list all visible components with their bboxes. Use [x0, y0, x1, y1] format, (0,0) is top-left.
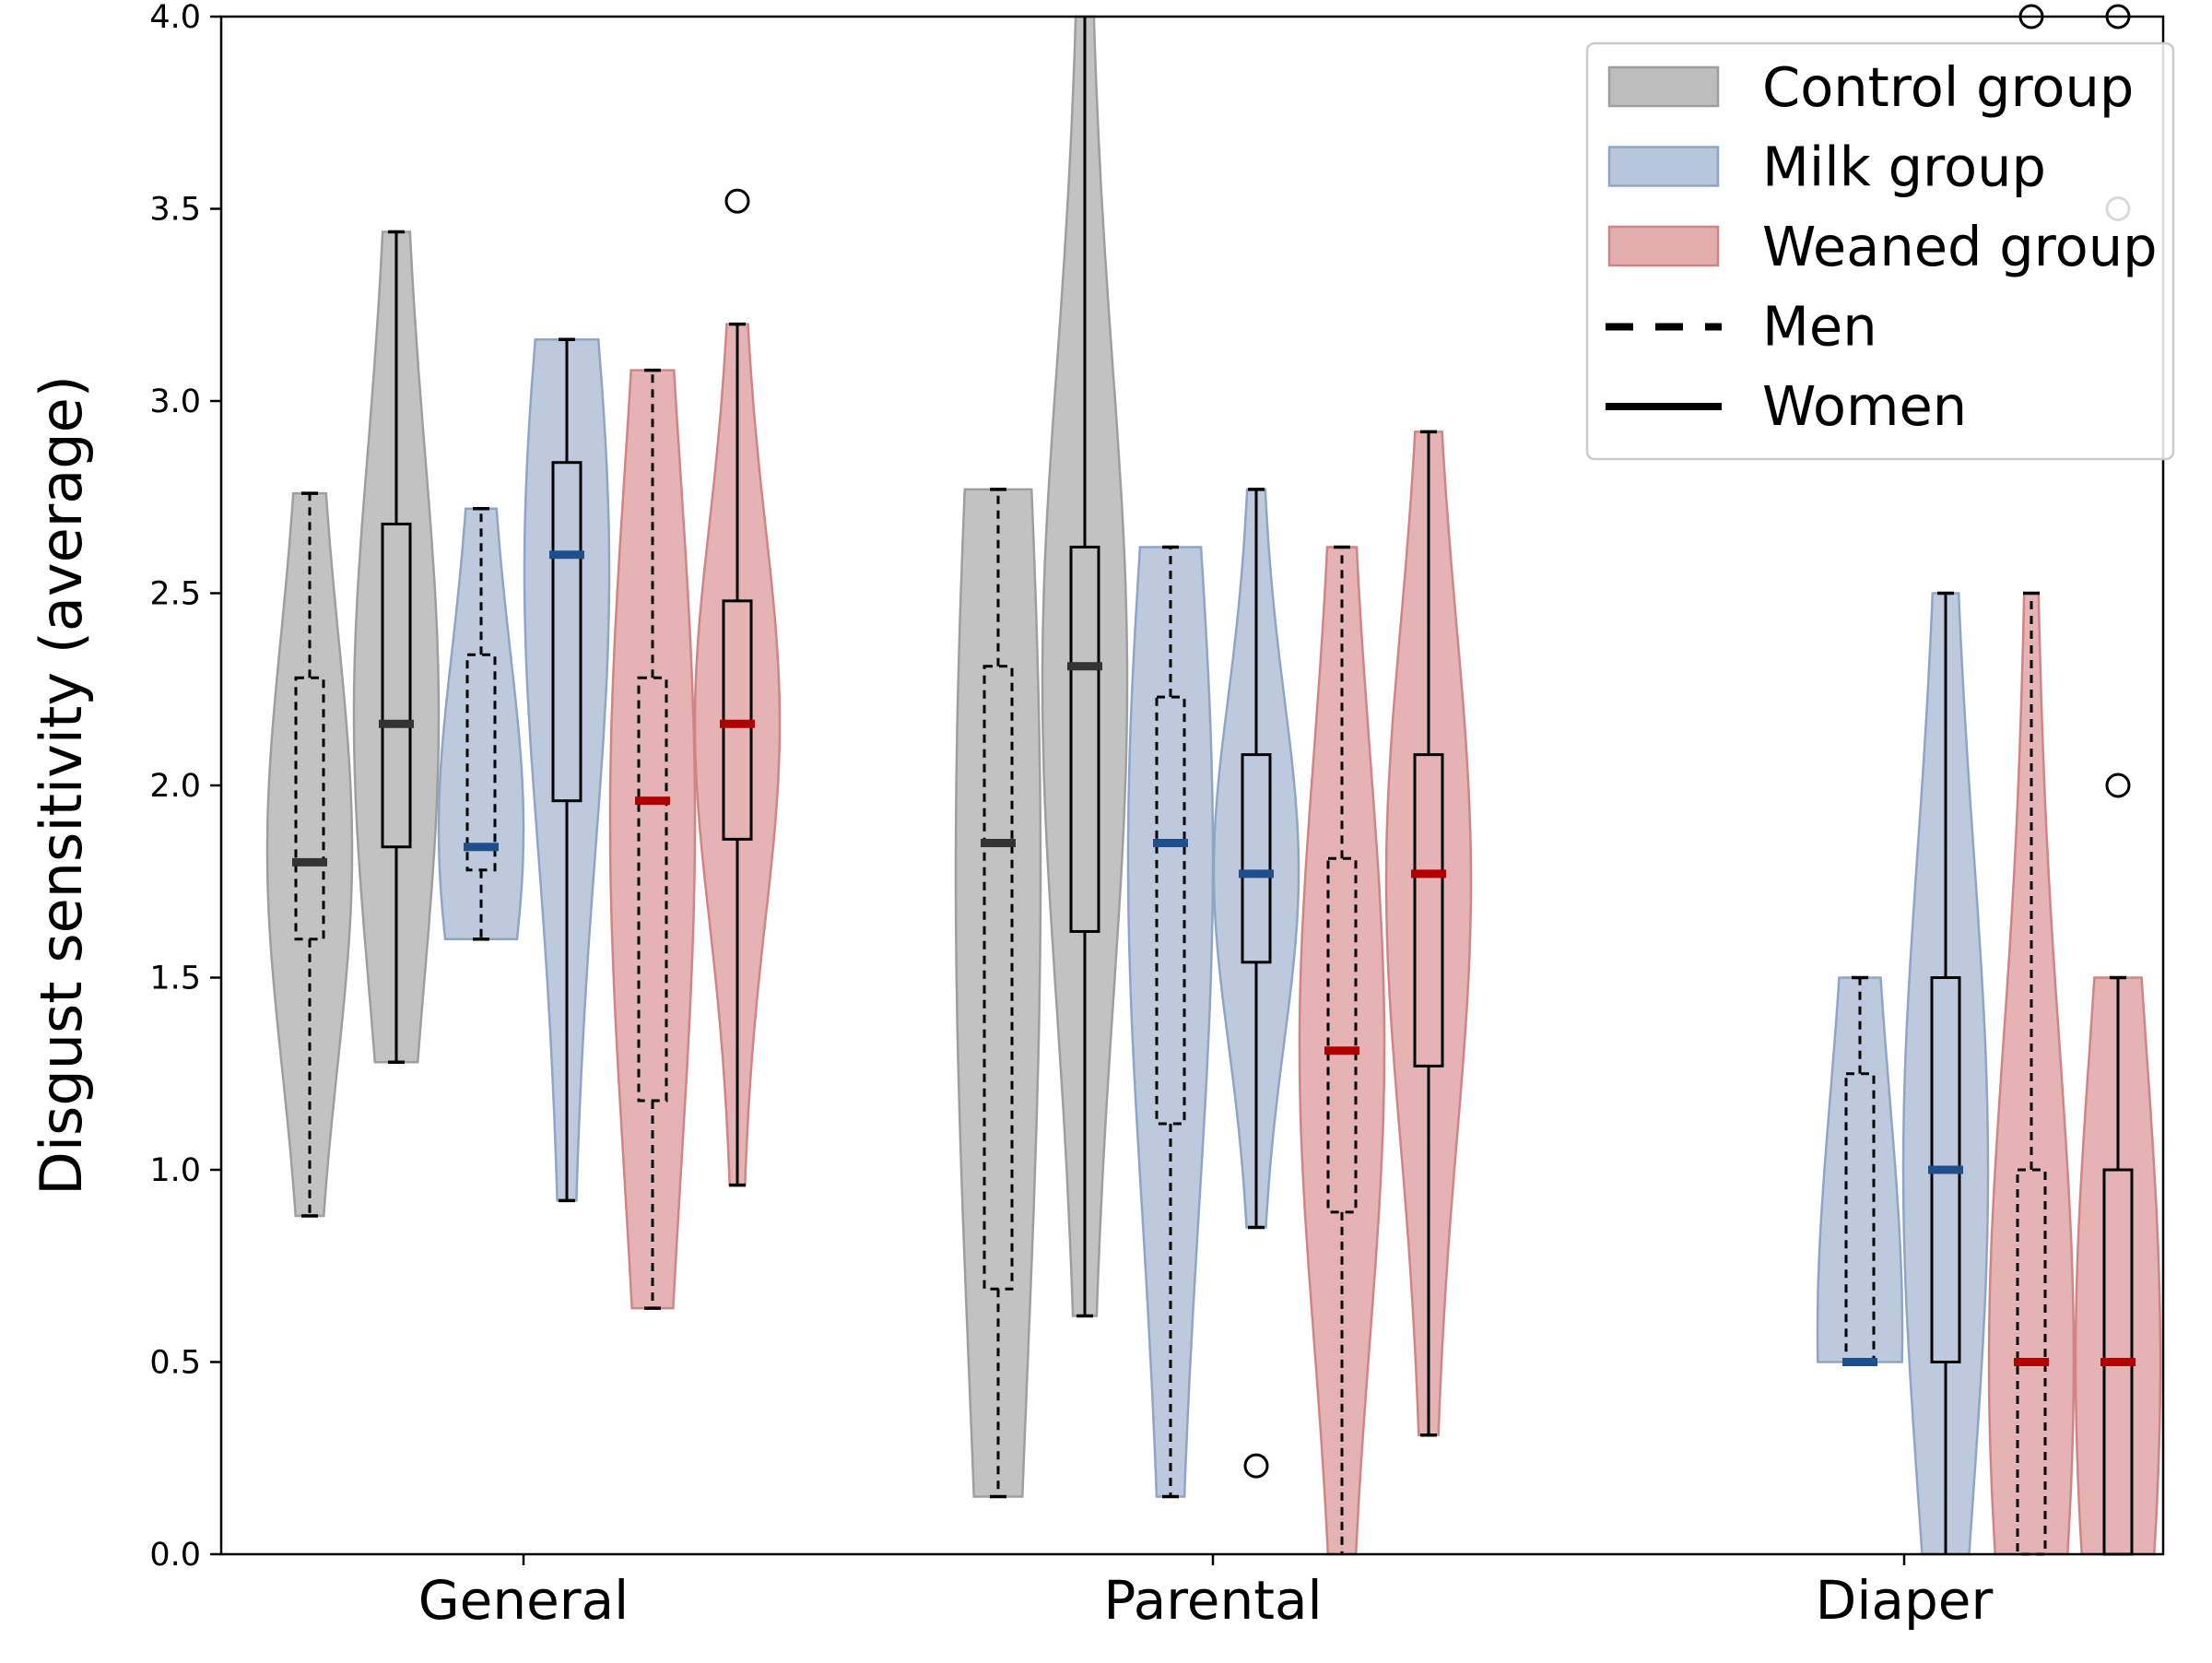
y-tick-label: 3.0	[149, 383, 201, 420]
legend-item-men: Men	[1606, 295, 1877, 359]
box-diaper-milk-women	[1928, 591, 1963, 1554]
violin-diaper-milk-men	[1816, 976, 1904, 1363]
violin-parental-control-men	[954, 488, 1042, 1498]
legend-item-control-group: Control group	[1607, 55, 2134, 119]
legend-item-milk-group: Milk group	[1607, 136, 2046, 199]
y-axis-title: Disgust sensitivity (average)	[28, 375, 95, 1196]
y-tick-label: 0.0	[149, 1537, 201, 1574]
box-parental-control-men	[981, 488, 1016, 1499]
box	[465, 653, 497, 872]
violin-general-control-men	[265, 491, 354, 1218]
box-parental-control-women	[1067, 17, 1102, 1318]
box-general-milk-men	[464, 507, 499, 941]
box-general-control-women	[379, 230, 414, 1064]
box-general-control-men	[292, 491, 327, 1218]
y-tick-label: 1.5	[149, 961, 201, 997]
x-tick-label: General	[418, 1569, 629, 1632]
x-tick-label: Diaper	[1816, 1569, 1994, 1632]
legend-label: Weaned group	[1762, 215, 2158, 278]
violin-parental-milk-women	[1212, 488, 1300, 1229]
x-axis: General Parental Diaper	[418, 1554, 1994, 1632]
box-layer	[292, 4, 2136, 1556]
box	[1413, 753, 1444, 1067]
box	[381, 522, 412, 849]
violin-diaper-milk-women	[1901, 592, 1990, 1556]
outlier-point	[1243, 1453, 1269, 1479]
box	[1241, 753, 1272, 964]
box-parental-milk-women	[1239, 488, 1274, 1479]
legend-item-weaned-group: Weaned group	[1607, 215, 2158, 278]
legend-swatch	[1607, 225, 1720, 267]
violin-general-milk-women	[523, 338, 611, 1202]
violin-general-control-women	[352, 230, 441, 1064]
box-general-milk-women	[549, 337, 584, 1203]
box-parental-weaned-men	[1324, 545, 1359, 1554]
legend-label: Milk group	[1762, 136, 2046, 199]
y-tick-label: 2.5	[149, 576, 201, 613]
y-tick-label: 2.0	[149, 768, 201, 805]
box	[982, 665, 1014, 1291]
outlier-point	[724, 188, 750, 214]
box	[1069, 545, 1100, 933]
legend-label: Men	[1762, 295, 1877, 359]
x-tick-label: Parental	[1103, 1569, 1322, 1632]
y-tick-label: 0.5	[149, 1345, 201, 1382]
legend: Control group Milk group Weaned group Men Wo…	[1585, 41, 2175, 461]
legend-label: Control group	[1762, 55, 2134, 119]
violin-general-weaned-men	[608, 369, 697, 1310]
box-parental-milk-men	[1153, 545, 1188, 1499]
y-tick-label: 3.5	[149, 192, 201, 229]
legend-swatch	[1607, 65, 1720, 108]
box	[294, 676, 325, 941]
y-tick-label: 4.0	[149, 0, 201, 36]
box	[551, 461, 582, 803]
box-parental-weaned-women	[1411, 430, 1446, 1437]
violin-parental-milk-men	[1126, 546, 1215, 1498]
y-tick-label: 1.0	[149, 1152, 201, 1189]
y-axis: 0.0 0.5 1.0 1.5 2.0 2.5 3.0 3.5 4.0	[149, 0, 221, 1574]
box	[1155, 695, 1186, 1126]
violin-diaper-weaned-women	[2074, 976, 2162, 1556]
legend-frame	[1585, 41, 2175, 461]
legend-item-women: Women	[1606, 374, 1967, 438]
box-general-weaned-women	[720, 188, 755, 1187]
outlier-point	[2105, 773, 2131, 798]
box-diaper-milk-men	[1842, 975, 1877, 1366]
legend-label: Women	[1762, 374, 1967, 438]
violin-parental-weaned-women	[1384, 430, 1473, 1436]
box-general-weaned-men	[635, 368, 670, 1310]
violin-general-milk-men	[437, 507, 525, 941]
box	[637, 676, 668, 1103]
violin-general-weaned-women	[693, 323, 782, 1186]
violin-layer	[265, 15, 2162, 1556]
legend-swatch	[1607, 146, 1720, 187]
